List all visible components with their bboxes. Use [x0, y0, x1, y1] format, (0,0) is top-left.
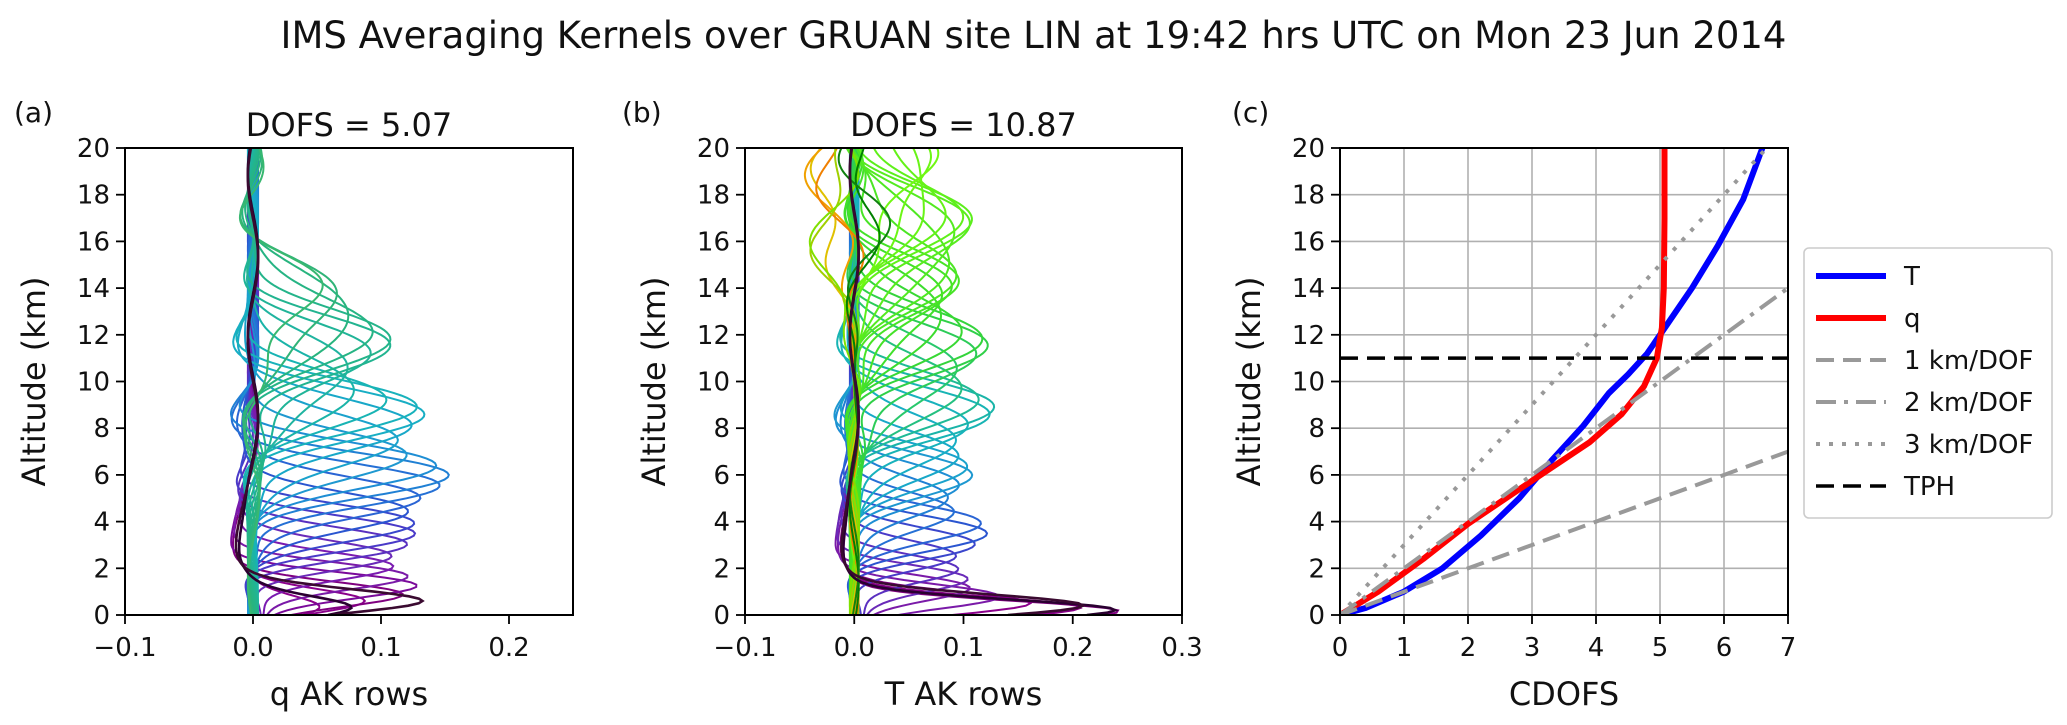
panel-label: (c)	[1232, 96, 1269, 129]
y-tick-label: 2	[93, 554, 110, 584]
y-tick-label: 20	[697, 134, 730, 164]
y-tick-label: 2	[713, 554, 730, 584]
x-tick-label: 5	[1652, 633, 1669, 663]
y-axis-label: Altitude (km)	[15, 277, 53, 487]
y-axis-label: Altitude (km)	[635, 277, 673, 487]
x-tick-label: 0.1	[360, 633, 401, 663]
x-tick-label: 0.3	[1161, 633, 1202, 663]
x-tick-label: 0	[1332, 633, 1349, 663]
x-tick-label: 3	[1524, 633, 1541, 663]
legend-entry-label: TPH	[1903, 472, 1955, 502]
series-line-q	[1340, 148, 1668, 615]
panel-label: (a)	[14, 96, 53, 129]
plot-area	[229, 148, 450, 615]
y-tick-label: 14	[77, 274, 110, 304]
legend: Tq 1 km/DOF 2 km/DOF 3 km/DOF TPH	[1803, 247, 2053, 519]
y-tick-label: 16	[77, 227, 110, 257]
y-tick-label: 6	[713, 461, 730, 491]
ak-row-line-dark	[842, 148, 1119, 615]
y-tick-label: 4	[713, 508, 730, 538]
y-tick-label: 4	[1308, 508, 1325, 538]
plot-area	[803, 148, 1120, 615]
y-tick-label: 18	[697, 181, 730, 211]
ak-row-line	[238, 148, 324, 615]
ak-row-line-upper	[808, 148, 861, 615]
ak-row-line	[243, 148, 355, 615]
x-tick-label: 4	[1588, 633, 1605, 663]
figure-title: IMS Averaging Kernels over GRUAN site LI…	[280, 14, 1787, 57]
legend-entry-label: q	[1904, 304, 1921, 334]
x-tick-label: 1	[1396, 633, 1413, 663]
series-line-1-km-dof	[1340, 449, 1788, 615]
y-tick-label: 10	[697, 368, 730, 398]
series-line-2-km-dof	[1340, 286, 1788, 615]
legend-entry-label: 3 km/DOF	[1904, 430, 2033, 460]
x-tick-label: −0.1	[93, 633, 156, 663]
y-tick-label: 18	[77, 181, 110, 211]
y-axis-label: Altitude (km)	[1230, 277, 1268, 487]
panel-b: −0.1 0.0 0.1 0.2 0.3 0 2 4 6 8 10 12 14 16 18 20 DOFS = …	[622, 96, 1203, 713]
x-axis-label: T AK rows	[884, 675, 1043, 713]
y-tick-label: 18	[1292, 181, 1325, 211]
x-tick-label: 0.2	[1052, 633, 1093, 663]
y-tick-label: 16	[697, 227, 730, 257]
ak-row-line	[241, 148, 350, 615]
y-tick-label: 4	[93, 508, 110, 538]
x-tick-label: 6	[1716, 633, 1733, 663]
y-tick-label: 8	[93, 414, 110, 444]
panel-title: DOFS = 5.07	[246, 106, 452, 144]
ak-row-line	[842, 148, 1120, 615]
y-tick-label: 16	[1292, 227, 1325, 257]
x-tick-label: 0.2	[488, 633, 529, 663]
y-tick-label: 8	[1308, 414, 1325, 444]
y-tick-label: 10	[1292, 368, 1325, 398]
plot-area	[1340, 148, 1788, 615]
panel-a: −0.1 0.0 0.1 0.2 0 2 4 6 8 10 12 14 16 18 20 DOFS = 5.0…	[14, 96, 574, 713]
y-tick-label: 12	[1292, 321, 1325, 351]
x-axis-label: CDOFS	[1509, 675, 1619, 713]
panel-title: DOFS = 10.87	[850, 106, 1077, 144]
ak-row-line-dark	[840, 148, 1086, 615]
x-tick-label: 0.0	[834, 633, 875, 663]
series-line-3-km-dof	[1340, 148, 1769, 615]
x-tick-label: 7	[1780, 633, 1797, 663]
y-tick-label: 12	[77, 321, 110, 351]
y-tick-label: 6	[93, 461, 110, 491]
y-tick-label: 0	[93, 601, 110, 631]
ak-row-line-dark	[234, 148, 425, 615]
y-tick-label: 14	[697, 274, 730, 304]
x-tick-label: 0.0	[232, 633, 273, 663]
y-tick-label: 0	[713, 601, 730, 631]
y-tick-label: 20	[77, 134, 110, 164]
panel-label: (b)	[622, 96, 662, 129]
y-tick-label: 2	[1308, 554, 1325, 584]
y-tick-label: 20	[1292, 134, 1325, 164]
ak-row-line	[239, 148, 338, 615]
x-axis-label: q AK rows	[270, 675, 428, 713]
series-line-t	[1340, 148, 1766, 615]
y-tick-label: 6	[1308, 461, 1325, 491]
ak-row-line	[243, 148, 374, 615]
x-tick-label: 0.1	[943, 633, 984, 663]
x-tick-label: −0.1	[713, 633, 776, 663]
y-tick-label: 12	[697, 321, 730, 351]
legend-entry-label: 2 km/DOF	[1904, 388, 2033, 418]
y-tick-label: 10	[77, 368, 110, 398]
x-tick-label: 2	[1460, 633, 1477, 663]
y-tick-label: 0	[1308, 601, 1325, 631]
y-tick-label: 14	[1292, 274, 1325, 304]
y-tick-label: 8	[713, 414, 730, 444]
legend-entry-label: 1 km/DOF	[1904, 346, 2033, 376]
legend-entry-label: T	[1903, 262, 1920, 292]
